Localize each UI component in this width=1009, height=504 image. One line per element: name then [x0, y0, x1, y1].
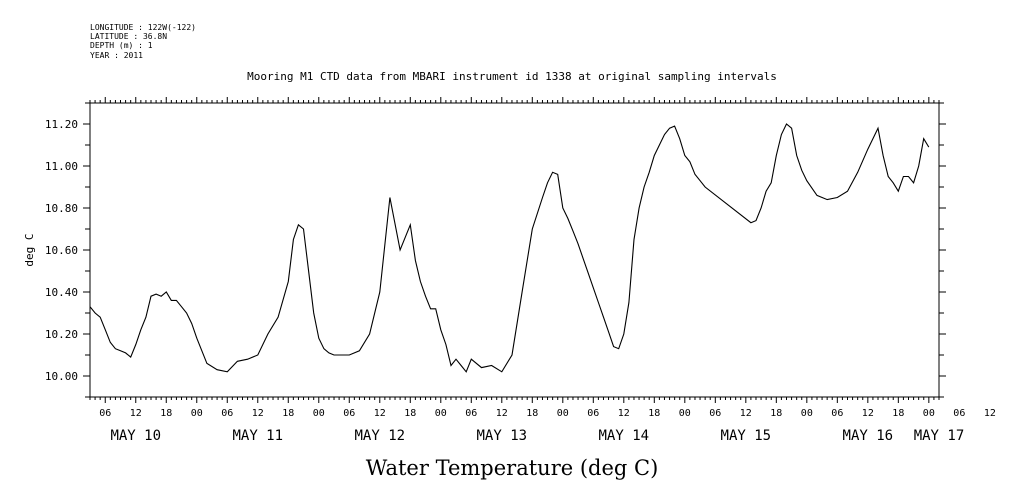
x-hour-label: 18: [404, 408, 416, 419]
x-hour-label: 00: [679, 408, 691, 419]
latitude-label: LATITUDE : 36.8N: [90, 32, 167, 41]
x-hour-labels: 06 12 18 00 06 12 18 00 06 12 18 00 06 12 18 00 06 12 18 00…: [99, 408, 996, 419]
plot-frame: [89, 102, 940, 398]
x-hour-label: 06: [953, 408, 965, 419]
x-day-label: MAY 16: [843, 428, 894, 444]
x-hour-label: 06: [343, 408, 355, 419]
temperature-series-line: [89, 123, 930, 373]
y-tick-label: 10.00: [45, 370, 78, 383]
x-hour-label: 12: [252, 408, 264, 419]
x-day-label: MAY 15: [721, 428, 772, 444]
y-tick-label: 10.40: [45, 286, 78, 299]
longitude-label: LONGITUDE : 122W(-122): [90, 23, 196, 32]
x-hour-label: 00: [557, 408, 569, 419]
x-hour-label: 06: [99, 408, 111, 419]
x-hour-label: 06: [221, 408, 233, 419]
x-hour-label: 12: [618, 408, 630, 419]
y-tick-label: 11.20: [45, 118, 78, 131]
x-hour-label: 00: [435, 408, 447, 419]
x-hour-label: 00: [313, 408, 325, 419]
x-hour-label: 18: [282, 408, 294, 419]
x-hour-label: 12: [496, 408, 508, 419]
x-hour-label: 00: [801, 408, 813, 419]
x-hour-label: 18: [160, 408, 172, 419]
x-hour-label: 12: [862, 408, 874, 419]
y-tick-label: 10.80: [45, 202, 78, 215]
x-hour-label: 18: [648, 408, 660, 419]
x-day-label: MAY 11: [232, 428, 283, 444]
y-tick-labels: 10.00 10.20 10.40 10.60 10.80 11.00 11.20: [45, 118, 78, 383]
depth-label: DEPTH (m) : 1: [90, 41, 153, 50]
x-day-label: MAY 14: [599, 428, 650, 444]
x-hour-label: 12: [984, 408, 996, 419]
x-day-label: MAY 13: [477, 428, 528, 444]
x-hour-label: 18: [892, 408, 904, 419]
y-tick-label: 10.60: [45, 244, 78, 257]
x-day-label: MAY 10: [110, 428, 161, 444]
x-hour-label: 06: [831, 408, 843, 419]
frame-ticks: [83, 97, 946, 403]
x-hour-label: 06: [587, 408, 599, 419]
x-day-label: MAY 17: [914, 428, 965, 444]
x-hour-label: 12: [130, 408, 142, 419]
x-axis-label: Water Temperature (deg C): [366, 456, 659, 480]
x-day-label: MAY 12: [354, 428, 405, 444]
x-hour-label: 06: [465, 408, 477, 419]
x-hour-label: 00: [923, 408, 935, 419]
x-hour-label: 06: [709, 408, 721, 419]
x-hour-label: 00: [191, 408, 203, 419]
x-day-labels: MAY 10 MAY 11 MAY 12 MAY 13 MAY 14 MAY 15 MAY …: [110, 428, 964, 444]
y-axis-label: deg C: [23, 233, 36, 266]
year-label: YEAR : 2011: [90, 51, 143, 60]
x-hour-label: 12: [374, 408, 386, 419]
x-hour-label: 18: [526, 408, 538, 419]
x-hour-label: 18: [770, 408, 782, 419]
y-tick-label: 10.20: [45, 328, 78, 341]
x-hour-label: 12: [740, 408, 752, 419]
chart-title: Mooring M1 CTD data from MBARI instrumen…: [247, 70, 777, 83]
y-tick-label: 11.00: [45, 160, 78, 173]
